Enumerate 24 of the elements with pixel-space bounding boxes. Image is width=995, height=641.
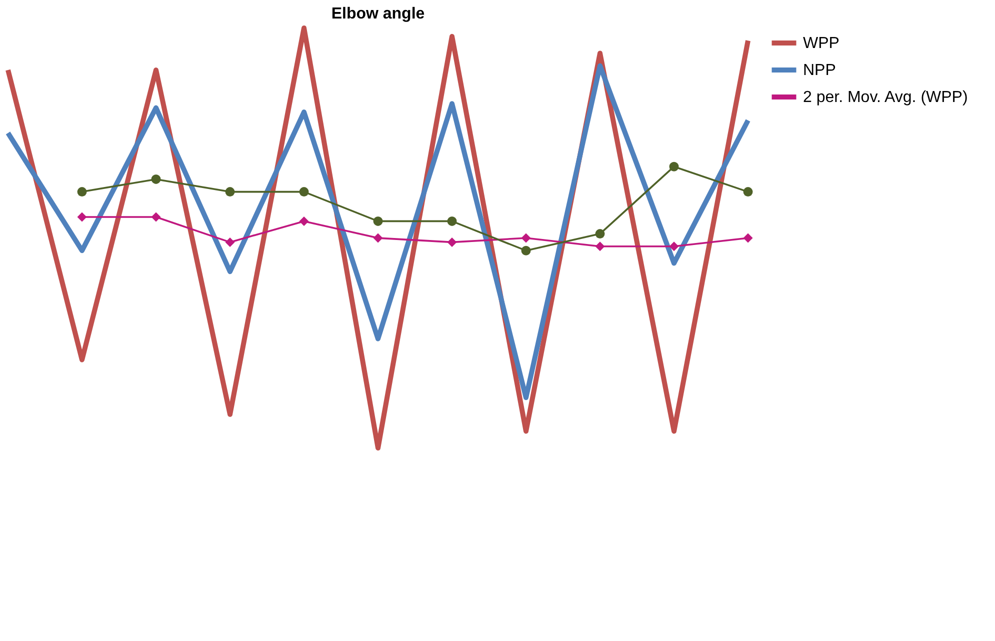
point bbox=[299, 187, 309, 197]
chart-title: Elbow angle bbox=[331, 6, 425, 22]
point bbox=[595, 242, 605, 252]
point bbox=[595, 229, 605, 239]
point bbox=[225, 237, 235, 247]
point bbox=[743, 233, 753, 243]
point bbox=[743, 187, 753, 197]
legend-label: WPP bbox=[803, 35, 840, 52]
point bbox=[447, 216, 457, 226]
point bbox=[151, 174, 161, 184]
legend-label: NPP bbox=[803, 62, 836, 79]
point bbox=[669, 242, 679, 252]
point bbox=[521, 246, 531, 256]
legend-label: 2 per. Mov. Avg. (WPP) bbox=[803, 89, 968, 106]
point bbox=[373, 233, 383, 243]
point bbox=[77, 212, 87, 222]
point bbox=[225, 187, 235, 197]
point bbox=[669, 162, 679, 172]
point bbox=[151, 212, 161, 222]
point bbox=[373, 216, 383, 226]
point bbox=[77, 187, 87, 197]
point bbox=[447, 237, 457, 247]
point bbox=[521, 233, 531, 243]
point bbox=[299, 216, 309, 226]
